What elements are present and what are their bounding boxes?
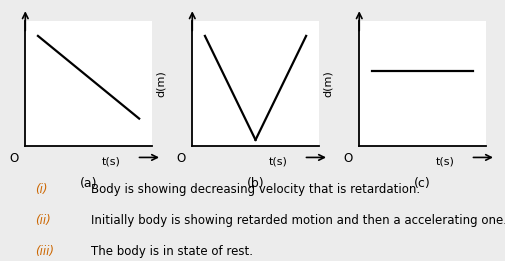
Text: (iii): (iii) — [35, 245, 55, 258]
Text: (c): (c) — [413, 177, 430, 191]
Text: d(m): d(m) — [156, 70, 165, 97]
Text: (a): (a) — [80, 177, 97, 191]
Text: O: O — [10, 152, 19, 165]
Text: Body is showing decreasing velocity that is retardation.: Body is showing decreasing velocity that… — [91, 183, 419, 196]
Text: d(m): d(m) — [322, 70, 332, 97]
Text: The body is in state of rest.: The body is in state of rest. — [91, 245, 252, 258]
Text: t(s): t(s) — [268, 156, 287, 166]
Text: t(s): t(s) — [434, 156, 453, 166]
Text: t(s): t(s) — [101, 156, 120, 166]
Text: (b): (b) — [246, 177, 264, 191]
Text: O: O — [343, 152, 352, 165]
Text: (i): (i) — [35, 183, 48, 196]
Text: O: O — [176, 152, 186, 165]
Text: (ii): (ii) — [35, 214, 51, 227]
Text: Initially body is showing retarded motion and then a accelerating one.: Initially body is showing retarded motio… — [91, 214, 505, 227]
